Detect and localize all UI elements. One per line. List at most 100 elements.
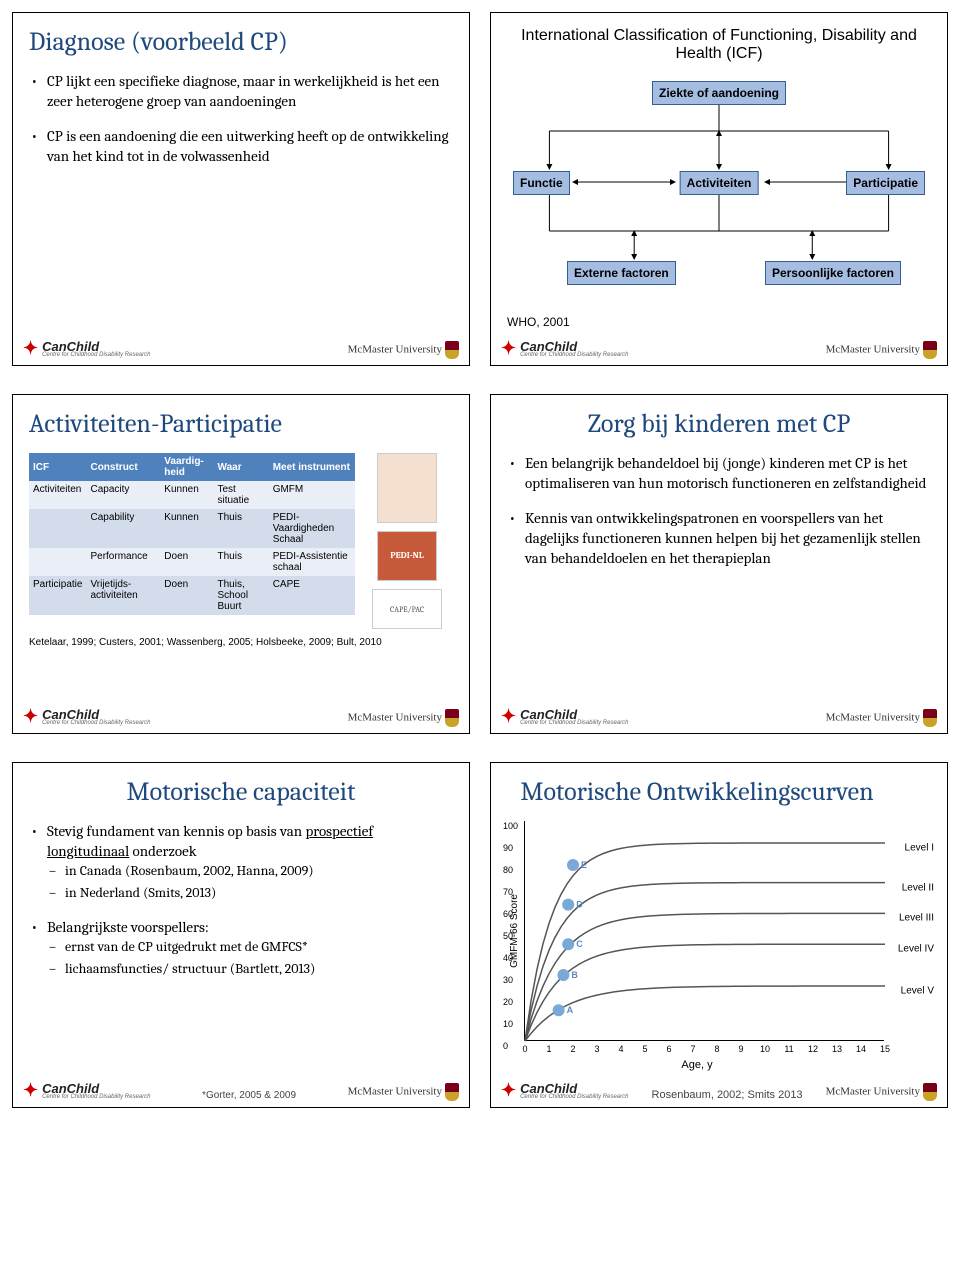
box-ziekte: Ziekte of aandoening	[652, 81, 786, 105]
level-label: Level V	[901, 986, 934, 997]
table-cell: Activiteiten	[29, 481, 86, 509]
mcmaster-logo: McMaster University	[348, 1083, 459, 1101]
curve-line	[525, 913, 885, 1041]
curve-dot	[567, 859, 579, 871]
curve-dot	[562, 899, 574, 911]
slide-footer: ✦CanChildCentre for Childhood Disability…	[23, 706, 459, 727]
level-label: Level IV	[898, 944, 934, 955]
slide-footer: ✦ CanChildCentre for Childhood Disabilit…	[23, 338, 459, 359]
curve-line	[525, 986, 885, 1041]
sub-bullet: in Canada (Rosenbaum, 2002, Hanna, 2009)	[47, 862, 453, 881]
x-tick: 0	[522, 1044, 527, 1054]
y-tick: 60	[503, 909, 513, 919]
slide1-bullets: CP lijkt een specifieke diagnose, maar i…	[29, 71, 453, 166]
bullet: CP lijkt een specifieke diagnose, maar i…	[29, 71, 453, 112]
bullet: Een belangrijk behandeldoel bij (jonge) …	[507, 453, 931, 494]
crest-icon	[923, 709, 937, 727]
y-tick: 50	[503, 931, 513, 941]
table-header: Meet instrument	[269, 453, 355, 481]
slide-activiteiten: Activiteiten-Participatie ICFConstructVa…	[12, 394, 470, 734]
bullet: Belangrijkste voorspellers:ernst van de …	[29, 917, 453, 979]
crest-icon	[445, 709, 459, 727]
curves-chart: 0102030405060708090100012345678910111213…	[524, 821, 884, 1041]
table-row: PerformanceDoenThuisPEDI-Assistentie sch…	[29, 548, 355, 576]
curve-dot	[553, 1004, 565, 1016]
slides-grid: Diagnose (voorbeeld CP) CP lijkt een spe…	[12, 12, 948, 1108]
y-tick: 100	[503, 821, 518, 831]
dot-label: B	[571, 970, 578, 980]
sub-bullet: in Nederland (Smits, 2013)	[47, 884, 453, 903]
table-cell: PEDI-Assistentie schaal	[269, 548, 355, 576]
table-cell: Thuis, School Buurt	[214, 576, 269, 615]
slide-footer: ✦CanChildCentre for Childhood Disability…	[23, 1080, 459, 1101]
canchild-logo: ✦CanChildCentre for Childhood Disability…	[23, 706, 150, 727]
mcmaster-logo: McMaster University	[826, 1083, 937, 1101]
y-tick: 70	[503, 887, 513, 897]
star-icon: ✦	[501, 706, 516, 727]
slide3-title: Activiteiten-Participatie	[29, 409, 453, 439]
table-cell	[29, 548, 86, 576]
dot-label: D	[576, 900, 583, 910]
mcmaster-logo: McMaster University	[348, 341, 459, 359]
star-icon: ✦	[501, 1080, 516, 1101]
slide-footer: ✦CanChildCentre for Childhood Disability…	[501, 338, 937, 359]
level-label: Level III	[899, 913, 934, 924]
table-cell: Doen	[160, 548, 213, 576]
slide-diagnose: Diagnose (voorbeeld CP) CP lijkt een spe…	[12, 12, 470, 366]
x-tick: 9	[738, 1044, 743, 1054]
x-tick: 1	[546, 1044, 551, 1054]
star-icon: ✦	[23, 338, 38, 359]
table-cell: Vrijetijds-activiteiten	[86, 576, 160, 615]
slide-footer: ✦CanChildCentre for Childhood Disability…	[501, 1080, 937, 1101]
mcmaster-logo: McMaster University	[826, 341, 937, 359]
crest-icon	[445, 341, 459, 359]
table-cell: Test situatie	[214, 481, 269, 509]
slide-footer: ✦CanChildCentre for Childhood Disability…	[501, 706, 937, 727]
dot-label: E	[581, 860, 587, 870]
mcmaster-logo: McMaster University	[826, 709, 937, 727]
canchild-logo: ✦CanChildCentre for Childhood Disability…	[23, 1080, 150, 1101]
curve-line	[525, 944, 885, 1041]
box-activiteiten: Activiteiten	[680, 171, 759, 195]
curve-dot	[562, 938, 574, 950]
x-tick: 14	[856, 1044, 866, 1054]
level-label: Level II	[902, 882, 934, 893]
canchild-logo: ✦CanChildCentre for Childhood Disability…	[501, 338, 628, 359]
slide1-title: Diagnose (voorbeeld CP)	[29, 27, 453, 57]
y-tick: 40	[503, 953, 513, 963]
curve-dot	[557, 969, 569, 981]
thumb-gmfm	[377, 453, 437, 523]
table-row: CapabilityKunnenThuisPEDI-Vaardigheden S…	[29, 509, 355, 548]
slide4-bullets: Een belangrijk behandeldoel bij (jonge) …	[507, 453, 931, 568]
slide5-bullets: Stevig fundament van kennis op basis van…	[29, 821, 453, 979]
x-tick: 8	[714, 1044, 719, 1054]
slide5-cite: *Gorter, 2005 & 2009	[202, 1090, 296, 1101]
x-tick: 12	[808, 1044, 818, 1054]
star-icon: ✦	[501, 338, 516, 359]
y-tick: 90	[503, 843, 513, 853]
table-row: ActiviteitenCapacityKunnenTest situatieG…	[29, 481, 355, 509]
box-persoonlijk: Persoonlijke factoren	[765, 261, 901, 285]
table-header: Waar	[214, 453, 269, 481]
table-cell: CAPE	[269, 576, 355, 615]
table-header: Construct	[86, 453, 160, 481]
slide6-cite: Rosenbaum, 2002; Smits 2013	[652, 1089, 803, 1101]
mcmaster-logo: McMaster University	[348, 709, 459, 727]
sub-bullet: lichaamsfuncties/ structuur (Bartlett, 2…	[47, 960, 453, 979]
star-icon: ✦	[23, 706, 38, 727]
star-icon: ✦	[23, 1080, 38, 1101]
slide-capaciteit: Motorische capaciteit Stevig fundament v…	[12, 762, 470, 1108]
x-tick: 13	[832, 1044, 842, 1054]
crest-icon	[923, 341, 937, 359]
sub-bullet: ernst van de CP uitgedrukt met de GMFCS*	[47, 938, 453, 957]
bullet: CP is een aandoening die een uitwerking …	[29, 126, 453, 167]
canchild-logo: ✦CanChildCentre for Childhood Disability…	[501, 706, 628, 727]
table-cell: Doen	[160, 576, 213, 615]
x-tick: 10	[760, 1044, 770, 1054]
icf-header: International Classification of Function…	[507, 27, 931, 63]
y-tick: 20	[503, 997, 513, 1007]
thumb-cape: CAPE/PAC	[372, 589, 442, 629]
crest-icon	[445, 1083, 459, 1101]
table-cell: Kunnen	[160, 509, 213, 548]
table-header: Vaardig-heid	[160, 453, 213, 481]
